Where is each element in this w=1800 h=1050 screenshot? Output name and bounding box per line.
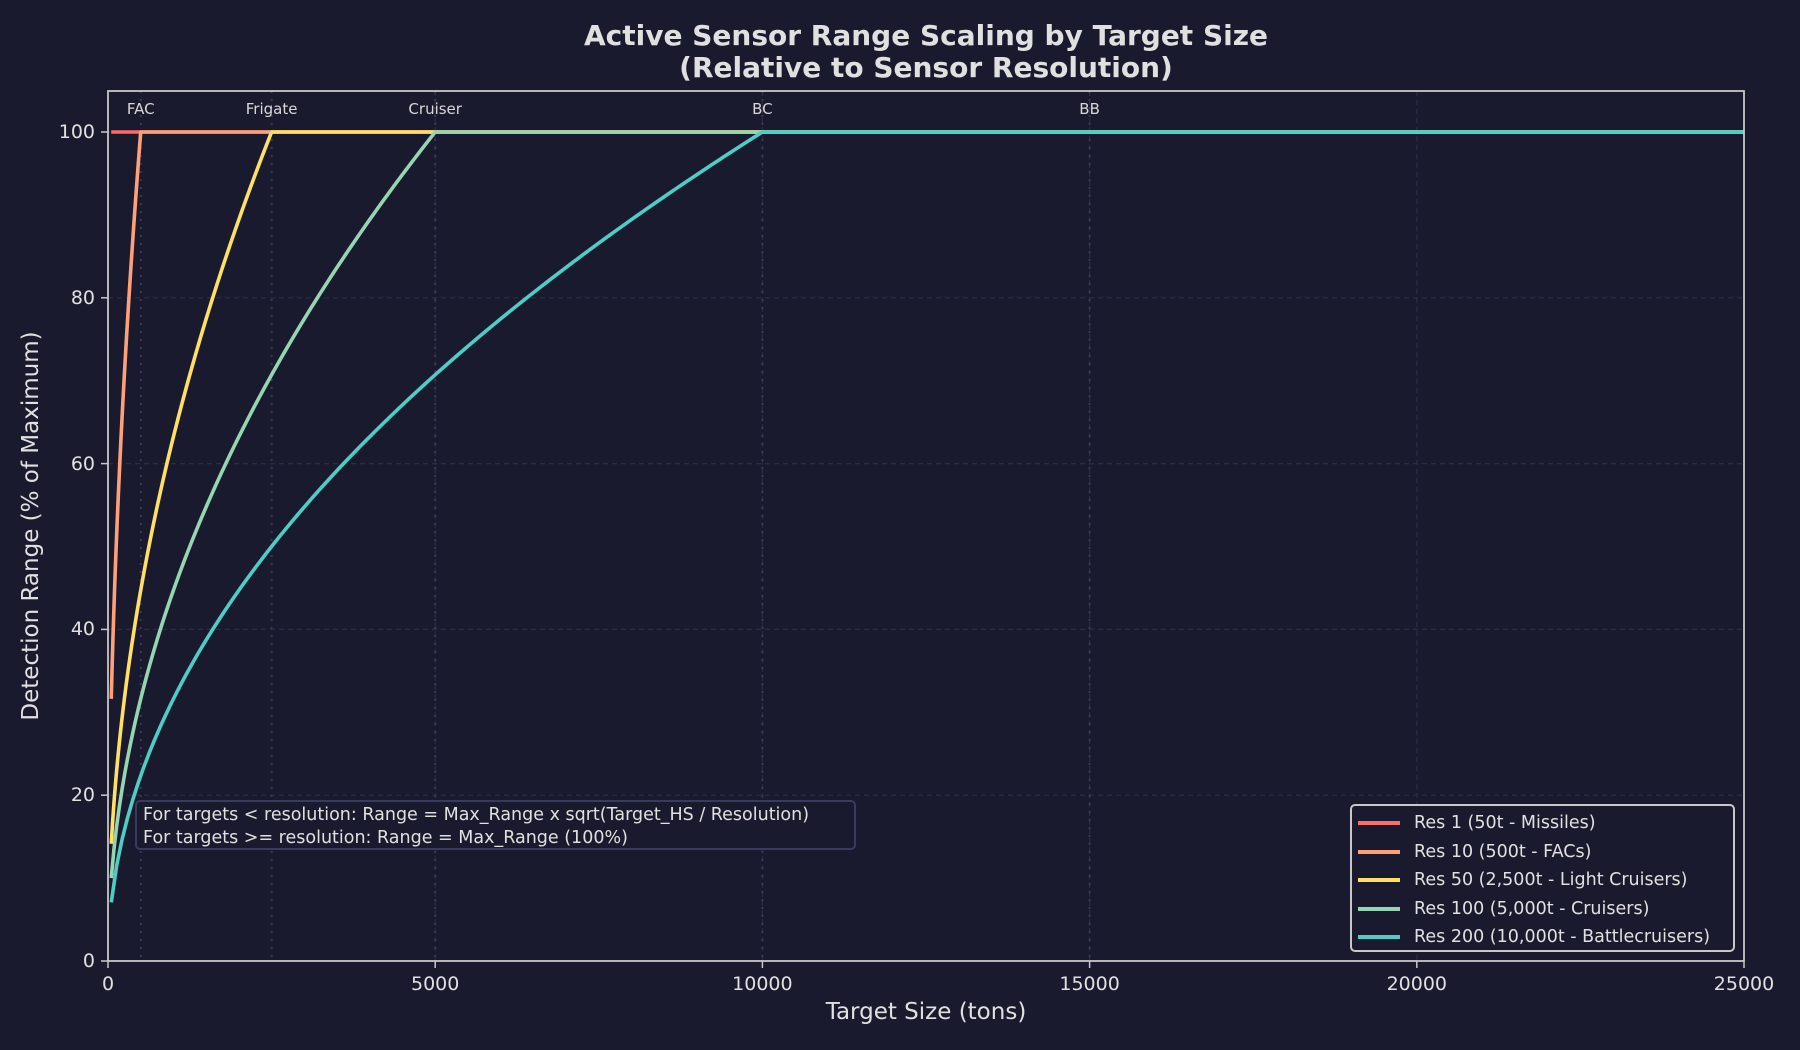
class-marker-label: BB <box>1079 100 1100 118</box>
x-tick-label: 20000 <box>1386 973 1448 995</box>
y-tick-label: 60 <box>70 452 95 475</box>
legend-label: Res 10 (500t - FACs) <box>1414 841 1592 862</box>
legend-label: Res 1 (50t - Missiles) <box>1414 813 1596 834</box>
x-tick-label: 25000 <box>1713 973 1775 995</box>
x-axis-label: Target Size (tons) <box>825 999 1027 1025</box>
legend-swatch-res1 <box>1358 821 1400 826</box>
axes-frame <box>101 90 1745 968</box>
y-tick-label: 40 <box>70 618 95 641</box>
y-tick-label: 100 <box>58 121 95 143</box>
formula-line-2: For targets >= resolution: Range = Max_R… <box>143 828 628 848</box>
legend-item-res1: Res 1 (50t - Missiles) <box>1358 809 1733 838</box>
y-tick-label: 0 <box>82 950 95 972</box>
chart-title: Active Sensor Range Scaling by Target Si… <box>584 19 1268 52</box>
series-line-res50 <box>109 130 1744 844</box>
axes-border <box>107 90 1745 962</box>
class-marker-label: FAC <box>126 100 155 118</box>
y-tick-label: 20 <box>70 784 95 807</box>
legend-item-res200: Res 200 (10,000t - Battlecruisers) <box>1358 923 1733 952</box>
chart-subtitle: (Relative to Sensor Resolution) <box>679 51 1173 84</box>
class-marker-label: Cruiser <box>408 100 462 118</box>
legend-label: Res 200 (10,000t - Battlecruisers) <box>1414 927 1711 948</box>
legend-item-res50: Res 50 (2,500t - Light Cruisers) <box>1358 866 1733 895</box>
legend-item-res10: Res 10 (500t - FACs) <box>1358 838 1733 867</box>
series-line-res100 <box>109 130 1744 879</box>
y-tick-label: 80 <box>70 286 95 309</box>
legend-label: Res 50 (2,500t - Light Cruisers) <box>1414 870 1688 891</box>
data-series <box>109 130 1744 903</box>
class-marker-lines <box>139 91 1091 961</box>
class-marker-label: BC <box>752 100 773 118</box>
class-marker-label: Frigate <box>245 100 298 118</box>
formula-line-1: For targets < resolution: Range = Max_Ra… <box>143 805 810 825</box>
legend-swatch-res200 <box>1358 935 1400 940</box>
x-tick-label: 15000 <box>1059 973 1120 995</box>
x-tick-label: 5000 <box>411 973 460 995</box>
legend-label: Res 100 (5,000t - Cruisers) <box>1414 898 1650 919</box>
legend-swatch-res10 <box>1358 849 1400 854</box>
y-axis-label: Detection Range (% of Maximum) <box>18 331 44 721</box>
legend-swatch-res50 <box>1358 878 1400 883</box>
legend: Res 1 (50t - Missiles) Res 10 (500t - FA… <box>1350 804 1735 952</box>
legend-item-res100: Res 100 (5,000t - Cruisers) <box>1358 895 1733 924</box>
series-line-res200 <box>109 130 1744 903</box>
formula-annotation-box: For targets < resolution: Range = Max_Ra… <box>135 800 856 850</box>
x-tick-label: 10000 <box>732 973 793 995</box>
legend-swatch-res100 <box>1358 906 1400 911</box>
series-line-res10 <box>109 130 1744 699</box>
x-tick-label: 0 <box>101 973 115 995</box>
